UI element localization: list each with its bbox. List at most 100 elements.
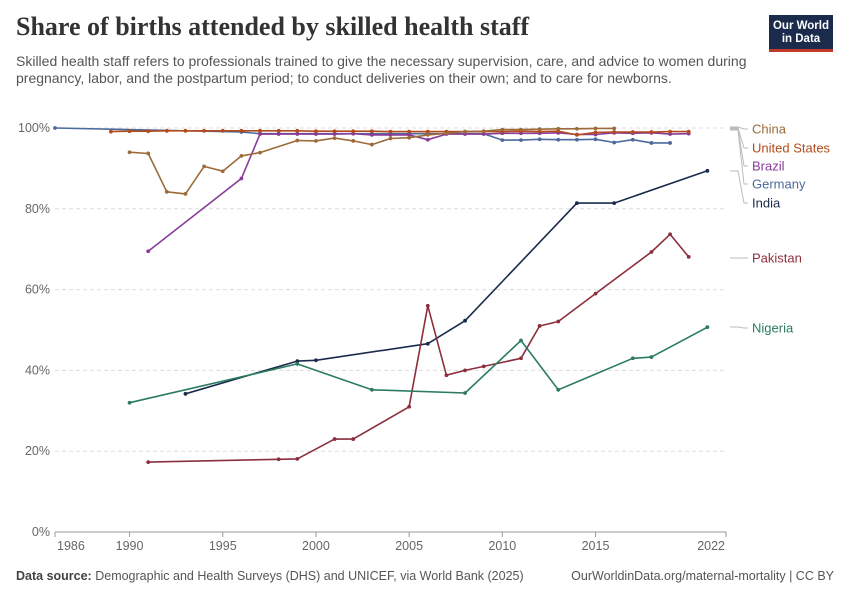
point-pakistan bbox=[668, 232, 672, 237]
point-germany bbox=[537, 137, 542, 142]
point-pakistan bbox=[686, 254, 691, 259]
point-united-states bbox=[258, 128, 262, 133]
line-china bbox=[129, 127, 615, 195]
legend-connector-nigeria bbox=[730, 326, 748, 329]
point-united-states bbox=[388, 129, 393, 134]
y-tick-label: 20% bbox=[25, 444, 50, 458]
legend-connector-china bbox=[730, 126, 748, 130]
point-pakistan bbox=[556, 319, 561, 324]
series-china bbox=[127, 126, 617, 196]
point-china bbox=[369, 142, 374, 147]
point-nigeria bbox=[630, 356, 635, 361]
point-china bbox=[574, 126, 579, 131]
x-tick-label: 1986 bbox=[57, 539, 85, 553]
point-united-states bbox=[668, 129, 672, 134]
gridlines bbox=[55, 127, 726, 533]
point-united-states bbox=[202, 128, 207, 133]
data-source: Data source: Demographic and Health Surv… bbox=[16, 569, 524, 583]
chart-title: Share of births attended by skilled heal… bbox=[16, 12, 530, 41]
point-united-states bbox=[239, 128, 244, 133]
point-india bbox=[574, 201, 579, 206]
point-nigeria bbox=[463, 391, 467, 395]
legend: China United States Brazil Germany India Paki… bbox=[730, 122, 831, 336]
chart-subtitle: Skilled health staff refers to professio… bbox=[16, 53, 747, 86]
owid-logo[interactable]: Our World in Data bbox=[769, 15, 833, 52]
point-china bbox=[388, 136, 393, 141]
point-nigeria bbox=[649, 355, 654, 359]
legend-label-nigeria: Nigeria bbox=[752, 321, 794, 336]
x-tick-label: 2015 bbox=[582, 539, 610, 553]
point-pakistan bbox=[276, 457, 281, 462]
y-tick-label: 0% bbox=[32, 525, 50, 539]
x-tick-label: 2022 bbox=[697, 539, 725, 553]
point-brazil bbox=[276, 132, 281, 136]
point-china bbox=[183, 191, 188, 196]
point-united-states bbox=[314, 129, 318, 134]
point-brazil bbox=[239, 176, 244, 181]
point-india bbox=[295, 359, 300, 364]
point-brazil bbox=[425, 137, 430, 142]
point-united-states bbox=[295, 128, 300, 133]
point-united-states bbox=[593, 130, 598, 135]
y-tick-label: 100% bbox=[18, 121, 50, 135]
point-brazil bbox=[314, 132, 318, 136]
point-china bbox=[612, 126, 617, 131]
point-brazil bbox=[332, 132, 337, 136]
point-china bbox=[425, 132, 430, 137]
point-china bbox=[537, 127, 542, 132]
point-pakistan bbox=[407, 404, 412, 409]
point-germany bbox=[668, 141, 672, 145]
legend-label-pakistan: Pakistan bbox=[752, 251, 802, 266]
legend-label-china: China bbox=[752, 122, 787, 137]
point-pakistan bbox=[519, 356, 523, 361]
footer-url[interactable]: OurWorldinData.org/maternal-mortality | … bbox=[571, 569, 834, 583]
point-united-states bbox=[351, 129, 356, 134]
x-tick-label: 1995 bbox=[209, 539, 237, 553]
series-india bbox=[183, 168, 710, 396]
point-germany bbox=[593, 137, 598, 142]
point-united-states bbox=[369, 129, 374, 134]
point-pakistan bbox=[481, 364, 486, 369]
point-china bbox=[239, 153, 244, 158]
legend-connector-brazil bbox=[730, 128, 748, 167]
line-united-states bbox=[110, 130, 689, 136]
logo-line-2: in Data bbox=[781, 33, 821, 45]
point-pakistan bbox=[351, 437, 356, 441]
logo-line-1: Our World bbox=[772, 20, 829, 32]
point-china bbox=[556, 126, 561, 131]
data-source-text: Demographic and Health Surveys (DHS) and… bbox=[95, 569, 524, 583]
point-nigeria bbox=[369, 387, 374, 392]
point-china bbox=[258, 150, 262, 155]
x-tick-label: 2010 bbox=[488, 539, 516, 553]
line-india bbox=[185, 170, 708, 395]
line-nigeria bbox=[129, 326, 708, 404]
point-united-states bbox=[183, 128, 188, 133]
legend-connector-united-states bbox=[730, 127, 748, 149]
y-tick-label: 40% bbox=[25, 363, 50, 377]
point-china bbox=[295, 138, 300, 143]
legend-label-united-states: United States bbox=[752, 141, 831, 156]
point-china bbox=[463, 129, 467, 134]
point-china bbox=[519, 127, 523, 132]
legend-connector-india bbox=[730, 170, 748, 204]
legend-label-india: India bbox=[752, 196, 781, 211]
point-china bbox=[202, 164, 207, 169]
y-tick-label: 60% bbox=[25, 283, 50, 297]
point-nigeria bbox=[705, 325, 710, 330]
point-brazil bbox=[258, 132, 262, 136]
x-tick-label: 1990 bbox=[116, 539, 144, 553]
point-china bbox=[332, 136, 337, 141]
point-china bbox=[500, 127, 505, 132]
point-nigeria bbox=[519, 338, 523, 343]
point-united-states bbox=[146, 129, 151, 134]
point-nigeria bbox=[295, 362, 300, 366]
point-pakistan bbox=[295, 456, 300, 461]
legend-connector-germany bbox=[730, 129, 748, 185]
point-united-states bbox=[407, 129, 412, 134]
point-china bbox=[444, 131, 449, 136]
point-india bbox=[314, 358, 318, 363]
point-germany bbox=[519, 138, 523, 143]
data-source-label: Data source: bbox=[16, 569, 92, 583]
point-germany bbox=[649, 141, 654, 145]
point-nigeria bbox=[127, 400, 132, 405]
